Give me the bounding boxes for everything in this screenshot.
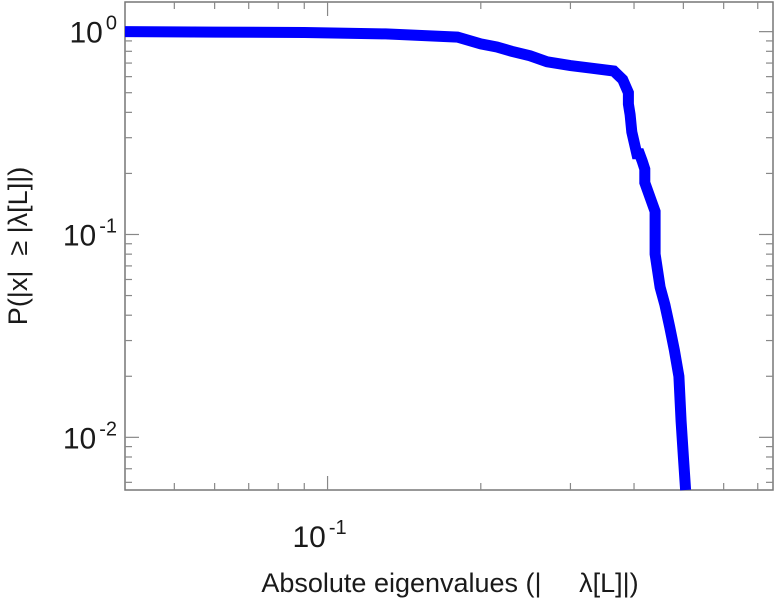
- plot-frame: [124, 1, 774, 491]
- series-layer: [124, 26, 692, 491]
- series-line: [124, 26, 692, 491]
- y-tick-label: 10 -2: [63, 418, 117, 455]
- minor-ticks: [125, 2, 773, 490]
- y-tick-label: 10 0: [70, 13, 118, 50]
- plot-border: [124, 1, 774, 491]
- y-tick-label: 10 -1: [63, 215, 117, 252]
- x-tick-label: 10 -1: [292, 517, 346, 554]
- tick-labels: 10 0 10 -1 10 -2 10 -1: [63, 13, 347, 554]
- x-axis-title: Absolute eigenvalues (| λ[L]|): [261, 568, 638, 598]
- y-axis-title: P(|x| ≥ |λ[L]|): [3, 167, 33, 325]
